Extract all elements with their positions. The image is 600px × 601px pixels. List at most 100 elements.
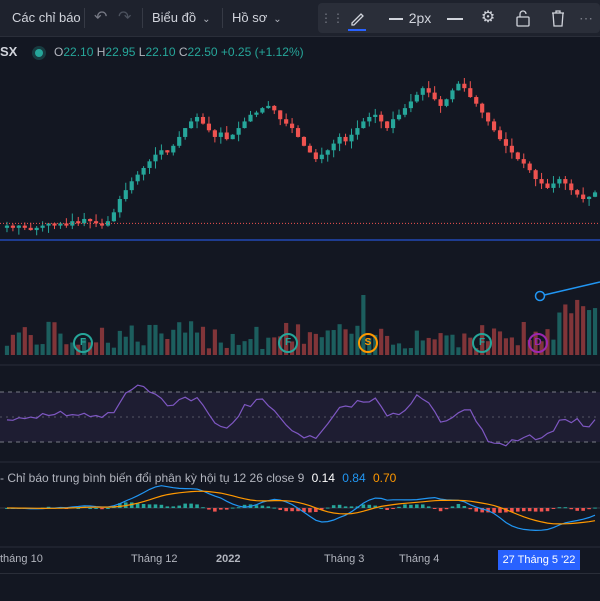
pencil-icon[interactable] — [342, 3, 372, 33]
volume-bar — [551, 339, 556, 355]
macd-histogram-bar — [325, 507, 330, 509]
trash-icon[interactable] — [543, 3, 573, 33]
candle-body — [474, 97, 479, 104]
volume-bar — [165, 338, 170, 355]
volume-bar — [40, 344, 45, 355]
settings-icon[interactable]: ⚙ — [480, 9, 496, 26]
eye-icon[interactable] — [34, 48, 43, 57]
line-style-icon[interactable] — [440, 3, 470, 33]
candle-body — [390, 119, 396, 129]
macd-histogram-bar — [521, 508, 526, 512]
drag-handle-icon[interactable]: ⋮⋮ — [320, 11, 344, 25]
candle-body — [379, 114, 384, 122]
volume-bar — [194, 332, 200, 355]
volume-bar — [575, 299, 580, 355]
volume-bar — [331, 330, 336, 355]
macd-histogram-bar — [153, 504, 158, 508]
volume-bar — [379, 328, 384, 355]
more-icon[interactable]: ⋯ — [579, 10, 593, 26]
candle-body — [242, 121, 247, 129]
signal-line — [7, 490, 596, 525]
macd-histogram-bar — [165, 506, 170, 508]
indicators-button[interactable]: Các chỉ báo — [12, 0, 81, 36]
volume-bar — [432, 339, 437, 355]
candle-body — [64, 223, 69, 226]
macd-histogram-bar — [456, 504, 461, 508]
candle-body — [117, 199, 122, 213]
macd-histogram-bar — [159, 504, 164, 508]
candle-body — [22, 225, 27, 228]
event-marker[interactable]: S — [358, 333, 378, 353]
candle-body — [402, 108, 408, 115]
trend-line-handle[interactable] — [534, 290, 546, 302]
macd-histogram-bar — [278, 508, 282, 510]
candle-body — [450, 90, 455, 100]
macd-histogram-bar — [593, 507, 597, 509]
macd-histogram-bar — [581, 508, 585, 511]
volume-bar — [361, 295, 366, 355]
volume-bar — [28, 335, 33, 355]
volume-bar — [260, 348, 265, 355]
macd-histogram-bar — [426, 506, 431, 508]
redo-icon[interactable]: ↷ — [118, 9, 132, 26]
candle-body — [28, 227, 33, 231]
chart-menu-button[interactable]: Biểu đồ ⌄ — [152, 0, 210, 36]
volume-bar — [224, 347, 229, 355]
candle-body — [438, 99, 443, 106]
candle-body — [575, 190, 580, 195]
ohlc-legend: SX O22.10 H22.95 L22.10 C22.50 +0.25 (+1… — [0, 42, 304, 62]
macd-histogram-bar — [415, 504, 419, 508]
high-value: 22.95 — [105, 45, 136, 59]
profile-menu-button[interactable]: Hồ sơ ⌄ — [232, 0, 282, 36]
event-marker[interactable]: F — [278, 333, 298, 353]
volume-bar — [438, 333, 443, 355]
undo-icon[interactable]: ↶ — [94, 9, 108, 26]
macd-histogram-bar — [260, 505, 265, 508]
toolbar-divider — [84, 8, 85, 28]
candle-body — [373, 114, 378, 117]
line-width-button[interactable]: 2px — [380, 3, 440, 33]
time-axis-label: Tháng 12 — [131, 553, 178, 565]
macd-histogram-bar — [242, 504, 247, 508]
event-marker[interactable]: D — [528, 333, 548, 353]
trend-line[interactable] — [539, 281, 600, 297]
volume-bar — [468, 337, 473, 355]
volume-bar — [319, 337, 324, 355]
macd-histogram-bar — [302, 508, 306, 512]
candle-body — [414, 94, 419, 102]
macd-histogram-bar — [284, 508, 288, 512]
lock-icon[interactable] — [508, 3, 538, 33]
volume-bar — [117, 330, 122, 355]
volume-bar — [272, 337, 277, 355]
low-label: L — [138, 45, 146, 59]
candle-body — [432, 92, 437, 100]
event-marker[interactable]: F — [472, 333, 492, 353]
candle-body — [141, 167, 146, 175]
volume-bar — [462, 333, 467, 355]
macd-histogram-value: 0.14 — [311, 471, 335, 485]
volume-bar — [129, 325, 134, 355]
macd-histogram-bar — [462, 506, 467, 508]
macd-histogram-bar — [557, 507, 562, 509]
volume-bar — [266, 337, 271, 355]
candle-body — [515, 152, 520, 160]
macd-histogram-bar — [266, 506, 271, 508]
candle-body — [165, 150, 170, 153]
candle-body — [218, 132, 223, 137]
candle-body — [444, 99, 449, 106]
macd-histogram-bar — [468, 508, 473, 510]
volume-bar — [509, 337, 514, 355]
volume-bar — [141, 345, 146, 355]
volume-bar — [147, 324, 152, 355]
macd-histogram-bar — [141, 504, 146, 508]
price-chart[interactable] — [0, 0, 600, 548]
macd-histogram-bar — [88, 508, 92, 509]
macd-histogram-bar — [385, 508, 389, 510]
candle-body — [4, 225, 10, 228]
macd-histogram-bar — [290, 508, 294, 512]
macd-histogram-bar — [397, 506, 401, 508]
volume-bar — [16, 332, 21, 355]
candle-body — [46, 223, 51, 226]
event-marker[interactable]: F — [73, 333, 93, 353]
candle-body — [82, 218, 87, 224]
